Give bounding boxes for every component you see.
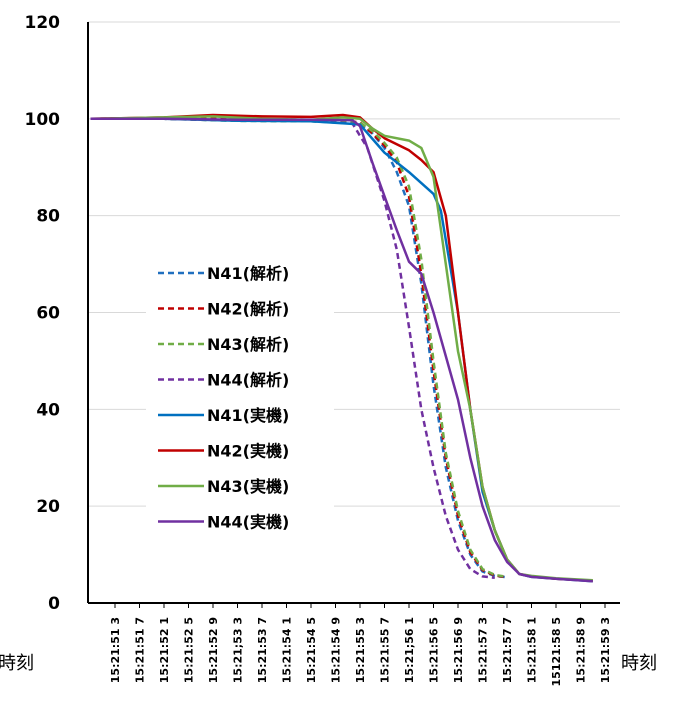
- y-tick-label: 20: [36, 497, 60, 517]
- x-tick-label: 15:21;53 3: [232, 617, 245, 683]
- legend-label-7: N43(実機): [207, 477, 289, 496]
- legend-box: [146, 254, 334, 557]
- legend-label-8: N44(実機): [207, 513, 289, 532]
- y-tick-label: 40: [36, 400, 60, 420]
- x-tick-label: 15:21:52 9: [207, 617, 220, 683]
- x-tick-label: 15:21:53 7: [256, 617, 269, 683]
- series-line-3: [90, 117, 508, 579]
- legend-label-5: N41(実機): [207, 406, 289, 425]
- legend-label-3: N43(解析): [207, 335, 289, 354]
- x-axis-label-left: 時刻: [0, 653, 34, 674]
- legend-label-2: N42(解析): [207, 300, 289, 319]
- x-tick-label: 15:21:52 5: [183, 617, 196, 683]
- series-line-8: [90, 117, 593, 583]
- x-tick-label: 15:21:54 1: [281, 617, 294, 683]
- legend-label-6: N42(実機): [207, 442, 289, 461]
- x-tick-label: 15:21:55 3: [354, 617, 367, 683]
- x-tick-label: 15:21:59 3: [599, 617, 612, 683]
- y-tick-label: 100: [25, 110, 61, 130]
- y-tick-label: 0: [48, 594, 60, 614]
- legend-label-4: N44(解析): [207, 371, 289, 390]
- x-axis-label-right: 時刻: [621, 653, 657, 674]
- x-tick-label: 15:21:57 3: [477, 617, 490, 683]
- legend-label-1: N41(解析): [207, 264, 289, 283]
- x-tick-label: 15:21:58 1: [526, 617, 539, 683]
- x-tick-label: 15:21;56 1: [403, 617, 416, 683]
- y-tick-label: 120: [25, 13, 61, 33]
- x-tick-label: 15:21:54 9: [330, 617, 343, 683]
- x-tick-label: 15:21:51 7: [134, 617, 147, 683]
- x-tick-label: 15:21:54 5: [305, 617, 318, 683]
- x-tick-label: 15:21:56 5: [428, 617, 441, 683]
- y-axis-ticks: 0 20 40 60 80 100 120: [25, 13, 61, 614]
- series-lines: [90, 113, 593, 583]
- axes: [87, 22, 620, 604]
- x-tick-label: 15:21:51 3: [109, 617, 122, 683]
- x-axis-ticks: 15:21:51 3 15:21:51 7 15:21:52 1 15:21:52 5…: [109, 603, 612, 686]
- legend: N41(解析) N42(解析) N43(解析) N44(解析) N41(実機) N42(実…: [146, 254, 334, 557]
- x-tick-label: 15121:58 5: [550, 617, 563, 686]
- x-tick-label: 15:21:55 7: [379, 617, 392, 683]
- x-tick-label: 15:21:58 9: [575, 617, 588, 683]
- x-tick-label: 15:21:56 9: [452, 617, 465, 683]
- series-line-2: [90, 116, 508, 579]
- x-tick-label: 15:21:52 1: [158, 617, 171, 683]
- y-tick-label: 60: [36, 304, 60, 324]
- y-tick-label: 80: [36, 207, 60, 227]
- x-tick-label: 15:21:57 7: [501, 617, 514, 683]
